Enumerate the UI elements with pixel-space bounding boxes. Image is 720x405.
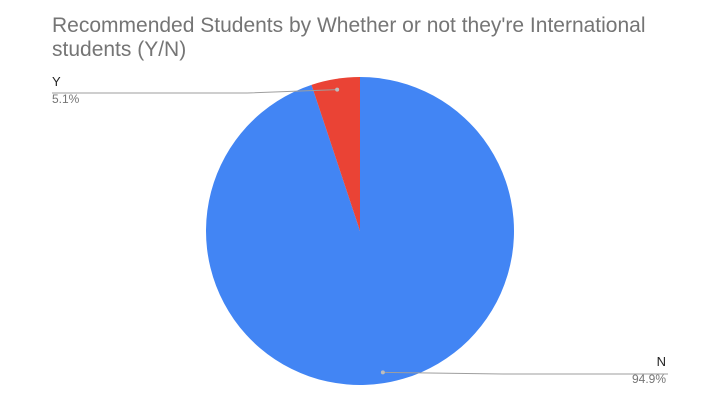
callout-line-y: [52, 89, 338, 94]
callout-dot-n: [380, 370, 385, 375]
pie-callouts: N 94.9% Y 5.1%: [52, 74, 668, 386]
pie-slices: [206, 77, 514, 385]
slice-label-y: Y: [52, 74, 61, 89]
callout-dot-y: [335, 87, 340, 92]
slice-percent-n: 94.9%: [632, 372, 666, 386]
slice-percent-y: 5.1%: [52, 92, 80, 106]
callout-line-n: [382, 371, 668, 375]
chart-title: Recommended Students by Whether or not t…: [52, 14, 646, 61]
pie-slice-y: [311, 77, 360, 231]
slice-label-n: N: [657, 354, 666, 369]
